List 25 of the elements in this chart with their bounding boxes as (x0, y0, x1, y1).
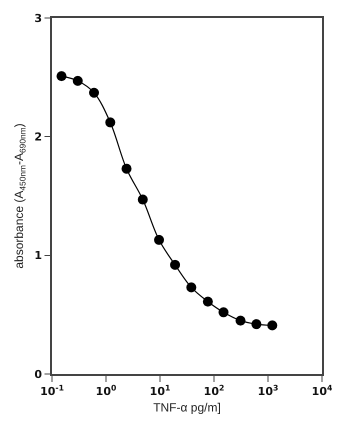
x-tick-label: 10$^{4}$ (312, 383, 332, 398)
point (267, 320, 278, 330)
point (170, 260, 180, 270)
y-tick-label: 2 (34, 130, 42, 144)
point (202, 296, 213, 307)
point (105, 117, 116, 128)
point (186, 282, 196, 292)
point (251, 319, 262, 330)
point (56, 71, 67, 82)
point (138, 194, 148, 205)
y-tick-label: 1 (34, 249, 42, 262)
point (154, 234, 164, 245)
y-tick-label: 0 (34, 368, 42, 381)
point (89, 88, 100, 98)
x-tick-label: 10$^{1}$ (150, 383, 170, 398)
x-tick-label: 10$^{2}$ (204, 383, 224, 398)
x-axis-title: TNF-α pg/m] (153, 400, 221, 414)
y-tick-label: 3 (34, 12, 42, 25)
x-tick-label: 10$^{0}$ (96, 383, 116, 398)
x-tick-label: 10$^{3}$ (258, 383, 278, 398)
point (236, 316, 246, 326)
point (122, 164, 132, 174)
point (72, 76, 83, 86)
point (218, 307, 229, 318)
x-tick-label: 10$^{-1}$ (40, 383, 64, 398)
